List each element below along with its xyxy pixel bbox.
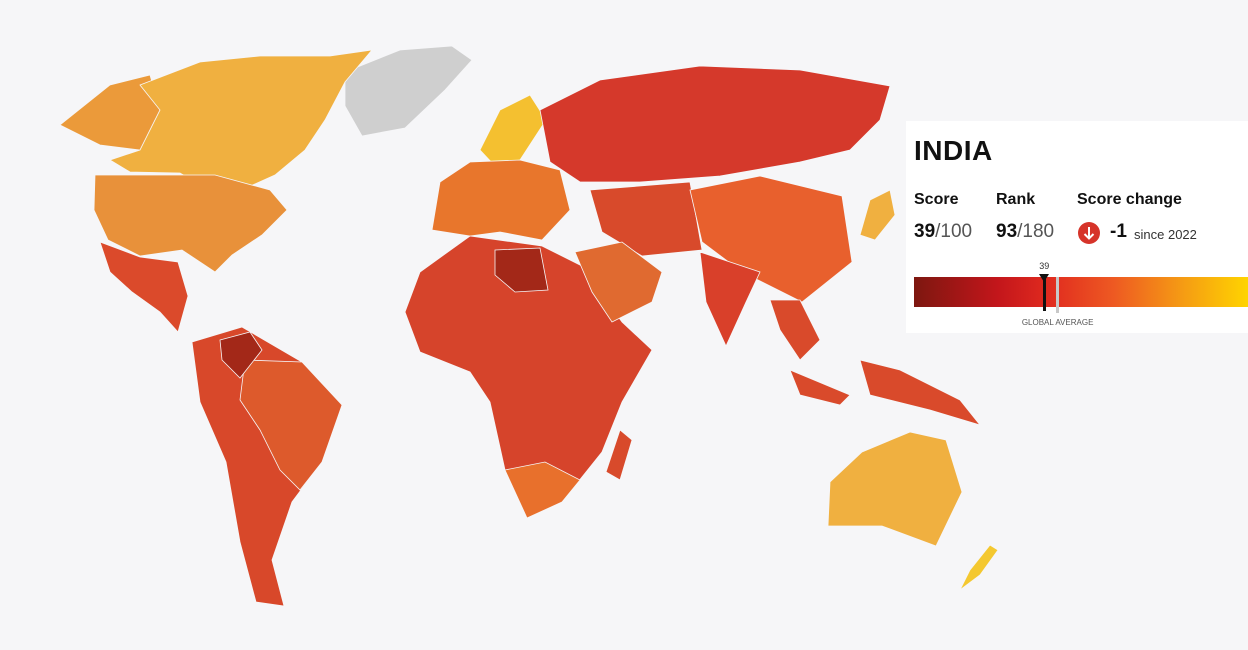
libya — [494, 247, 549, 293]
country-card: INDIA Score Rank Score change 39/100 93/… — [906, 121, 1248, 333]
china — [689, 175, 853, 303]
score-marker — [1038, 274, 1049, 311]
scandinavia — [479, 94, 547, 167]
score-value: 39 — [914, 221, 936, 242]
score-marker-label: 39 — [1039, 261, 1050, 271]
score-label: Score — [914, 191, 959, 208]
global-average-label: GLOBAL AVERAGE — [1021, 318, 1094, 327]
greenland — [344, 45, 473, 137]
middle-east — [574, 241, 663, 323]
india — [699, 251, 761, 347]
southern-africa — [504, 461, 581, 519]
southeast-asia — [769, 299, 982, 426]
madagascar — [605, 429, 633, 481]
brazil — [239, 359, 343, 491]
europe — [431, 159, 571, 241]
rank-max: /180 — [1017, 221, 1055, 242]
canada — [109, 49, 373, 194]
russia — [539, 65, 891, 183]
rank-value: 93 — [996, 221, 1018, 242]
australia — [827, 431, 963, 547]
score: 39/100 — [914, 221, 972, 243]
new-zealand — [959, 544, 999, 591]
rank: 93/180 — [996, 221, 1054, 243]
score-max: /100 — [935, 221, 973, 242]
usa — [93, 174, 288, 273]
japan — [859, 189, 896, 241]
score-change-label: Score change — [1077, 191, 1182, 208]
africa — [404, 235, 653, 519]
central-asia — [589, 181, 703, 257]
down-icon — [1078, 222, 1100, 244]
country-name: INDIA — [914, 135, 993, 166]
venezuela — [219, 331, 263, 379]
score-change-value: -1 — [1110, 221, 1127, 242]
mexico — [99, 241, 189, 333]
score-gradient-bar — [914, 277, 1248, 307]
rank-label: Rank — [996, 191, 1036, 208]
score-change-since: since 2022 — [1134, 227, 1197, 242]
global-average-marker — [1056, 277, 1060, 313]
